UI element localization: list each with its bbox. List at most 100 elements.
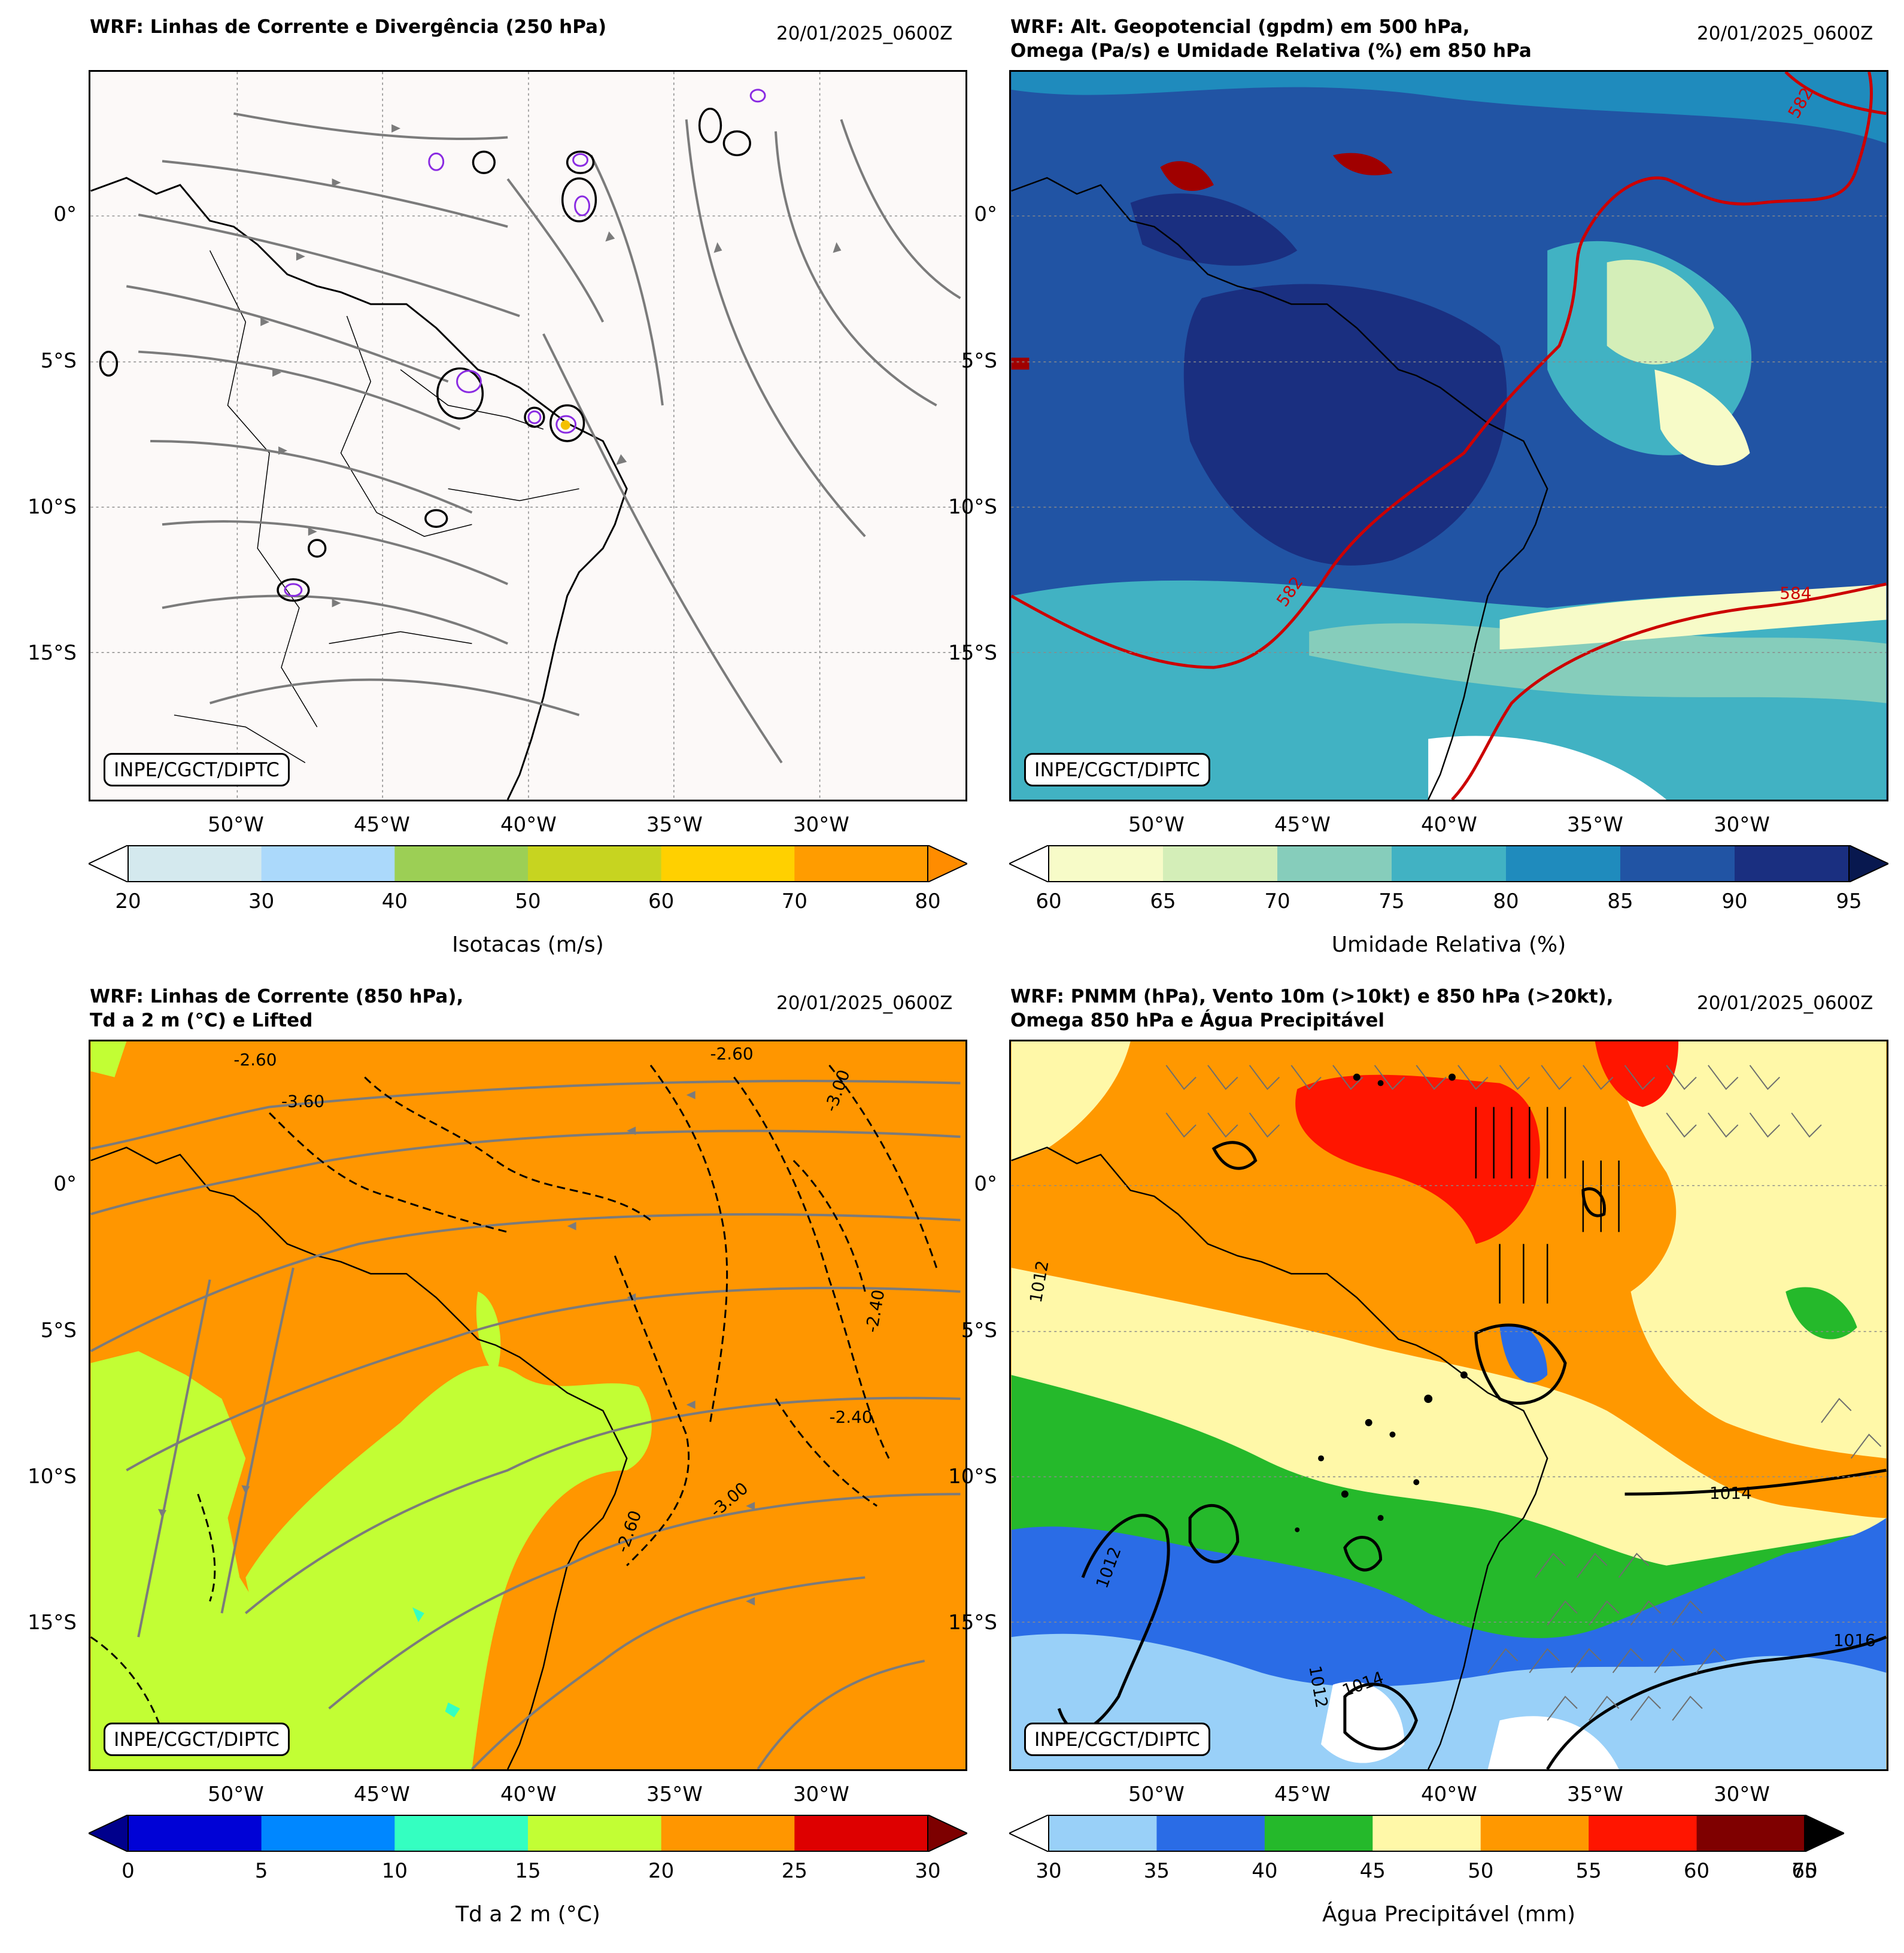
colorbar-segment	[1480, 1815, 1589, 1852]
colorbar-over-triangle	[1848, 845, 1888, 882]
stream-arrows	[158, 1091, 755, 1606]
pw-red	[1295, 1074, 1540, 1244]
colorbar-svg	[1009, 845, 1888, 882]
colorbar-tick: 50	[1468, 1859, 1494, 1883]
y-tick: 10°S	[28, 1465, 77, 1489]
colorbar-tick: 80	[1493, 889, 1519, 913]
colorbar-umidade	[1009, 845, 1888, 882]
colorbar-segment	[1049, 1815, 1157, 1852]
convergence-contours	[284, 89, 766, 597]
panel-title: WRF: Linhas de Corrente (850 hPa), Td a …	[90, 986, 464, 1031]
x-tick: 35°W	[1567, 813, 1623, 837]
colorbar-tick: 40	[1252, 1859, 1278, 1883]
geopotential-582-top	[1784, 72, 1887, 116]
y-tick: 5°S	[961, 349, 997, 373]
colorbar-segment	[1156, 1815, 1265, 1852]
contour-label: -2.40	[830, 1407, 873, 1427]
map-area: 1012 1014 1016 1012 1014 1012	[1009, 1040, 1888, 1771]
contour-label: -2.60	[710, 1044, 753, 1064]
gridlines	[1011, 1185, 1887, 1623]
colorbar-under-triangle	[89, 845, 129, 882]
colorbar-segment	[661, 1815, 795, 1852]
x-tick: 45°W	[1274, 813, 1331, 837]
y-tick: 15°S	[948, 641, 997, 665]
colorbar-segment	[1277, 845, 1392, 882]
colorbar-label: Umidade Relativa (%)	[1331, 933, 1566, 957]
x-tick: 40°W	[1421, 813, 1477, 837]
wind-barbs	[1165, 1065, 1882, 1721]
colorbar-tick: 80	[915, 889, 941, 913]
colorbar-tick: 15	[515, 1859, 541, 1883]
colorbar-tick: 70	[781, 889, 807, 913]
colorbar-segment	[794, 845, 928, 882]
x-tick: 45°W	[1274, 1782, 1331, 1806]
colorbar-tick: 30	[248, 889, 275, 913]
y-tick: 15°S	[28, 1611, 77, 1635]
x-tick: 40°W	[500, 813, 557, 837]
colorbar-segment	[1589, 1815, 1697, 1852]
x-tick: 35°W	[646, 1782, 703, 1806]
colorbar-tick: 60	[1035, 889, 1062, 913]
map-drawing: 1012 1014 1016 1012 1014 1012	[1011, 1041, 1887, 1769]
colorbar-tick: 30	[1035, 1859, 1062, 1883]
panel-title: WRF: PNMM (hPa), Vento 10m (>10kt) e 850…	[1010, 986, 1614, 1031]
colorbar-tick: 75	[1378, 889, 1405, 913]
colorbar-segment	[661, 845, 795, 882]
map-area: INPE/CGCT/DIPTC	[89, 70, 967, 801]
panel-date: 20/01/2025_0600Z	[1697, 992, 1873, 1014]
x-tick: 30°W	[1714, 813, 1770, 837]
x-tick: 35°W	[646, 813, 703, 837]
colorbar-segment	[1506, 845, 1621, 882]
contour-label: 1014	[1709, 1483, 1752, 1503]
x-tick: 50°W	[1128, 813, 1185, 837]
y-tick: 15°S	[948, 1611, 997, 1635]
omega-blobs	[1295, 1073, 1468, 1532]
colorbar-segment	[794, 1815, 928, 1852]
colorbar-label: Água Precipitável (mm)	[1322, 1902, 1575, 1927]
colorbar-tick: 20	[648, 1859, 675, 1883]
colorbar-over-triangle	[927, 1815, 967, 1852]
panel-date: 20/01/2025_0600Z	[776, 23, 953, 44]
map-drawing: 582 584 582	[1011, 72, 1887, 800]
colorbar-tick: 25	[781, 1859, 807, 1883]
colorbar-tick: 55	[1575, 1859, 1602, 1883]
colorbar-tick: 70	[1791, 1859, 1818, 1883]
x-tick: 45°W	[354, 813, 410, 837]
colorbar-segment	[394, 845, 529, 882]
x-tick: 30°W	[793, 813, 849, 837]
panel-date: 20/01/2025_0600Z	[1697, 23, 1873, 44]
colorbar-segment	[261, 1815, 395, 1852]
x-tick: 50°W	[208, 1782, 264, 1806]
colorbar-over-triangle	[1804, 1815, 1844, 1852]
x-tick: 35°W	[1567, 1782, 1623, 1806]
rh-high	[1183, 284, 1507, 566]
colorbar-agua-precipitavel	[1009, 1815, 1844, 1852]
x-tick: 40°W	[500, 1782, 557, 1806]
stream-arrows	[260, 124, 842, 608]
colorbar-tick: 40	[381, 889, 408, 913]
streamlines	[126, 112, 961, 764]
colorbar-isotacas	[89, 845, 967, 882]
colorbar-tick: 85	[1607, 889, 1633, 913]
colorbar-segment	[528, 1815, 662, 1852]
colorbar-under-triangle	[1009, 845, 1049, 882]
gridlines	[1011, 215, 1887, 653]
contour-label: -2.60	[233, 1050, 277, 1070]
colorbar-svg	[1009, 1815, 1844, 1852]
colorbar-tick: 65	[1791, 1859, 1818, 1883]
colorbar-tick: 50	[515, 889, 541, 913]
y-tick: 0°	[53, 202, 77, 226]
colorbar-segment	[1163, 845, 1278, 882]
map-area: -2.60 -3.60 -2.60 -3.00 -2.40 -2.40 -2.6…	[89, 1040, 967, 1771]
colorbar-tick: 70	[1264, 889, 1290, 913]
colorbar-tick: 65	[1150, 889, 1176, 913]
wind-barbs-850	[1475, 1107, 1620, 1304]
coastline	[1011, 1146, 1548, 1769]
y-tick: 10°S	[948, 495, 997, 519]
lifted-contours	[90, 1064, 938, 1733]
colorbar-tick: 90	[1721, 889, 1748, 913]
colorbar-under-triangle	[1009, 1815, 1049, 1852]
y-tick: 5°S	[40, 349, 77, 373]
panel-title: WRF: Linhas de Corrente e Divergência (2…	[90, 16, 607, 38]
y-tick: 0°	[53, 1172, 77, 1196]
